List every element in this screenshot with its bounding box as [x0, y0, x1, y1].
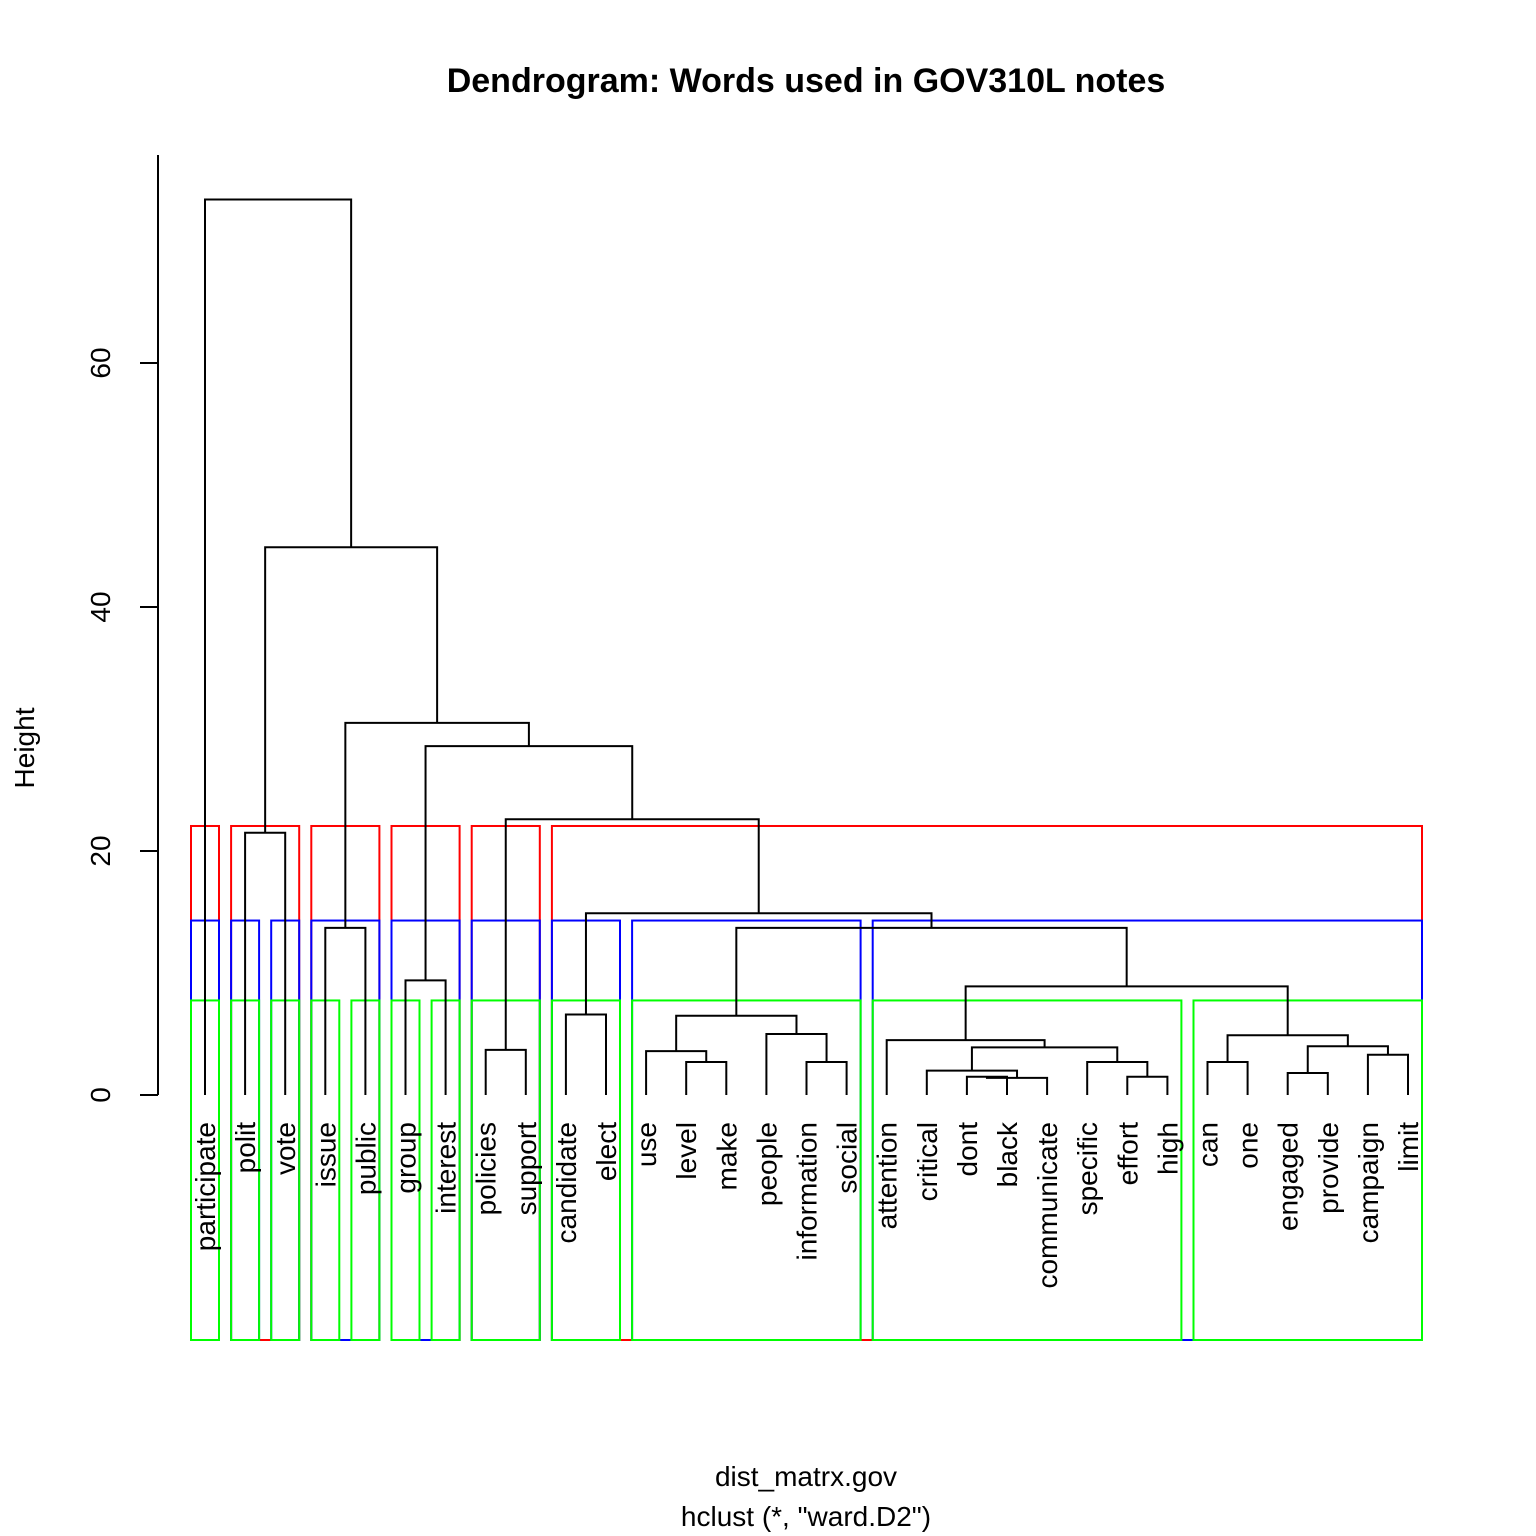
- merge-link: [324, 926, 367, 1095]
- merge-link: [204, 198, 353, 1095]
- leaf-label: one: [1233, 1122, 1264, 1169]
- merge-link: [564, 1013, 607, 1095]
- leaf-label: limit: [1393, 1122, 1424, 1172]
- leaf-labels: participate polit vote issue public group inte…: [190, 1121, 1424, 1289]
- merge-link: [404, 979, 447, 1095]
- leaf-label: people: [751, 1122, 782, 1206]
- cluster-rectangle: [1192, 999, 1423, 1341]
- leaf-label: make: [711, 1122, 742, 1190]
- leaf-label: can: [1193, 1122, 1224, 1167]
- y-tick-label: 20: [85, 835, 116, 866]
- leaf-label: use: [631, 1122, 662, 1167]
- leaf-label: information: [792, 1122, 823, 1261]
- leaf-label: policies: [471, 1122, 502, 1215]
- leaf-label: specific: [1072, 1122, 1103, 1215]
- cluster-rectangle: [631, 999, 862, 1341]
- merge-link: [1286, 1072, 1329, 1095]
- merge-link: [685, 1061, 728, 1095]
- leaf-label: campaign: [1353, 1122, 1384, 1243]
- merge-link: [970, 1046, 1119, 1071]
- merge-link: [965, 1075, 1008, 1095]
- cluster-rectangle: [230, 824, 301, 1341]
- leaf-label: vote: [270, 1122, 301, 1175]
- merge-link: [985, 1076, 1049, 1095]
- leaf-label: communicate: [1032, 1122, 1063, 1289]
- y-axis-label: Height: [9, 707, 40, 788]
- merge-link: [264, 546, 439, 833]
- leaf-label: high: [1152, 1122, 1183, 1175]
- merge-link: [1086, 1061, 1149, 1095]
- merge-link: [964, 985, 1289, 1041]
- leaf-label: critical: [912, 1122, 943, 1201]
- chart-title: Dendrogram: Words used in GOV310L notes: [447, 62, 1166, 100]
- method-sublabel: hclust (*, "ward.D2"): [681, 1501, 931, 1532]
- merge-link: [735, 926, 1128, 1016]
- cluster-rectangle: [871, 999, 1183, 1341]
- merge-link: [765, 1033, 828, 1095]
- merge-link: [1306, 1045, 1389, 1074]
- leaf-label: social: [832, 1122, 863, 1194]
- cluster-rectangle: [550, 824, 1423, 1341]
- leaf-label: group: [391, 1122, 422, 1194]
- y-tick-label: 60: [85, 347, 116, 378]
- cluster-rectangle: [631, 919, 862, 1341]
- merge-link: [244, 831, 287, 1095]
- merge-link: [645, 1050, 708, 1095]
- merge-link: [1226, 1034, 1349, 1063]
- y-tick-label: 40: [85, 591, 116, 622]
- leaf-label: support: [511, 1122, 542, 1216]
- leaf-label: participate: [190, 1122, 221, 1251]
- leaf-label: candidate: [551, 1122, 582, 1243]
- leaf-label: issue: [310, 1122, 341, 1187]
- leaf-label: black: [992, 1121, 1023, 1187]
- merge-link: [1366, 1053, 1409, 1095]
- merge-link: [925, 1069, 1019, 1095]
- leaf-label: effort: [1112, 1122, 1143, 1186]
- leaf-label: dont: [952, 1122, 983, 1177]
- leaf-label: public: [350, 1122, 381, 1195]
- leaf-label: elect: [591, 1122, 622, 1181]
- merge-link: [484, 1048, 527, 1095]
- y-tick-label: 0: [85, 1087, 116, 1103]
- leaf-label: attention: [872, 1122, 903, 1229]
- leaf-label: provide: [1313, 1122, 1344, 1214]
- leaf-label: interest: [431, 1122, 462, 1214]
- merge-link: [424, 745, 634, 981]
- leaf-label: engaged: [1273, 1122, 1304, 1231]
- leaf-label: level: [671, 1122, 702, 1180]
- dendrogram-tree: [204, 198, 1409, 1095]
- merge-link: [1126, 1075, 1169, 1095]
- y-axis: 0 20 40 60: [85, 155, 159, 1103]
- leaf-label: polit: [230, 1122, 261, 1174]
- merge-link: [1206, 1061, 1249, 1095]
- x-axis-label: dist_matrx.gov: [715, 1461, 897, 1492]
- merge-link: [805, 1061, 848, 1095]
